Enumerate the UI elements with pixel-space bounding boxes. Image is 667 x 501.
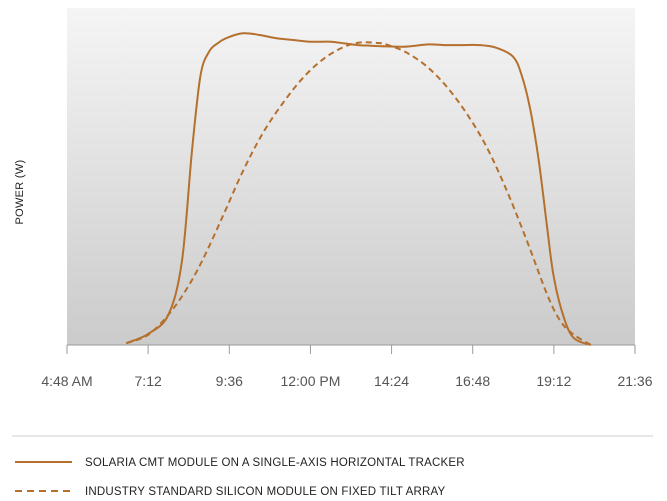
x-axis-ticks xyxy=(66,345,636,354)
x-tick-label: 21:36 xyxy=(617,373,652,389)
x-tick-label: 4:48 AM xyxy=(41,373,92,389)
x-tick-label: 9:36 xyxy=(216,373,243,389)
x-tick-label: 7:12 xyxy=(135,373,162,389)
series-line-tracker xyxy=(125,32,592,346)
y-axis-title: POWER (W) xyxy=(14,159,26,224)
x-tick-label: 12:00 PM xyxy=(280,373,340,389)
series-layer xyxy=(125,32,592,346)
legend-label: SOLARIA CMT MODULE ON A SINGLE-AXIS HORI… xyxy=(85,457,465,469)
series-line-fixed-tilt xyxy=(125,41,592,346)
x-tick-label: 19:12 xyxy=(536,373,571,389)
x-tick-label: 14:24 xyxy=(374,373,409,389)
legend-label: INDUSTRY STANDARD SILICON MODULE ON FIXE… xyxy=(85,486,445,498)
plot-background xyxy=(67,8,635,345)
legend: SOLARIA CMT MODULE ON A SINGLE-AXIS HORI… xyxy=(15,457,465,498)
x-tick-label: 16:48 xyxy=(455,373,490,389)
x-axis-tick-labels: 4:48 AM 7:12 9:36 12:00 PM 14:24 16:48 19:12 21… xyxy=(41,373,652,389)
